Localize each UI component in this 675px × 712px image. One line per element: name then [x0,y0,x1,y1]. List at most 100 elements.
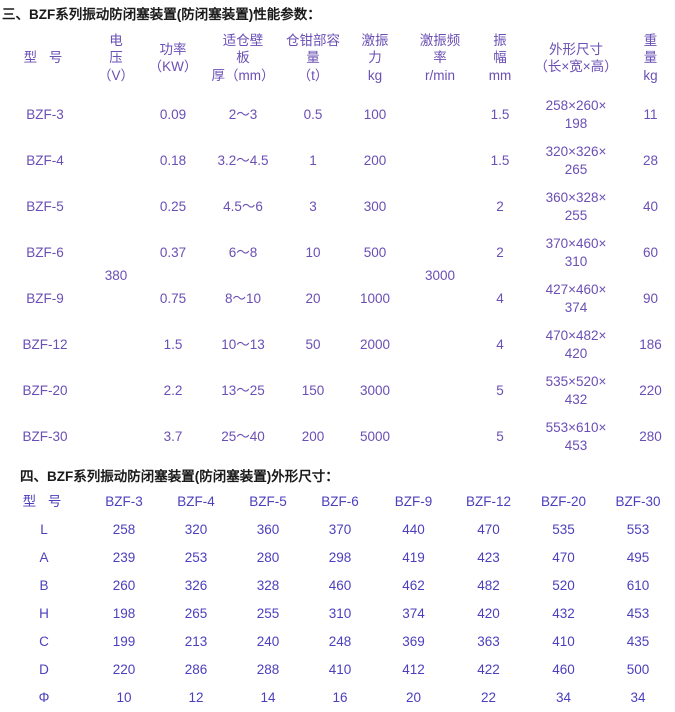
row-label-A: A [39,550,49,565]
table-row: BZF-20 2.2 13～25 150 3000 5 535×520× 432… [0,368,675,414]
col-header-frequency-line3: r/min [425,67,455,83]
cell-dimensions: 370×460× 310 [526,230,626,276]
col-header-force-line1: 激振 [361,33,389,49]
cell-amplitude: 2 [496,199,504,215]
cell-dimensions-line2: 453 [564,438,588,453]
col-header-force-line2: 力 [368,50,382,66]
table-row: D 220 286 288 410 412 422 460 500 [0,656,675,684]
row-label-L: L [40,522,48,537]
cell-dimensions: 535×520× 432 [526,368,626,414]
table-row: H 198 265 255 310 374 420 432 453 [0,600,675,628]
col-header-power: 功率 （KW） [142,24,204,92]
col-header-weight: 重 量 kg [626,24,675,92]
cell-value: 520 [552,578,575,593]
cell-wall: 6～8 [228,245,258,261]
col-header-voltage-line3: （V） [97,67,134,83]
cell-amplitude: 1.5 [490,153,510,169]
cell-value: 370 [328,522,352,537]
cell-value: 288 [256,662,280,677]
cell-dimensions: 427×460× 374 [526,276,626,322]
cell-power: 1.5 [163,337,183,353]
cell-value: 495 [626,550,650,565]
table-row: BZF-4 0.18 3.2～4.5 1 200 1.5 320×326× 26… [0,138,675,184]
cell-voltage-shared: 380 [104,268,128,284]
col-header-exciting-frequency: 激振频 率 r/min [406,24,474,92]
cell-capacity: 20 [305,291,321,307]
cell-dimensions-line2: 198 [564,116,588,131]
col-header-bzf-4: BZF-4 [177,494,215,509]
cell-value: 255 [256,606,280,621]
cell-power: 0.25 [159,199,187,215]
table-row: A 239 253 280 298 419 423 470 495 [0,544,675,572]
cell-model: BZF-4 [26,153,64,169]
cell-value: 453 [626,606,650,621]
col-header-bzf-6: BZF-6 [321,494,359,509]
cell-power: 3.7 [163,429,183,445]
cell-power: 0.18 [159,153,187,169]
row-label-D: D [39,662,49,677]
cell-wall: 2～3 [228,107,258,123]
cell-value: 239 [112,550,136,565]
cell-dimensions-line1: 370×460× [545,236,607,252]
col-header-force-line3: kg [367,67,383,83]
cell-weight: 60 [642,245,659,261]
cell-value: 298 [328,550,352,565]
cell-dimensions-line2: 265 [564,162,588,177]
col-header-model: 型 号 [0,24,90,92]
cell-wall: 8～10 [224,291,262,307]
cell-value: 16 [332,690,348,705]
cell-value: 422 [477,662,500,677]
cell-amplitude: 5 [496,383,504,399]
cell-value: 435 [626,634,650,649]
cell-value: 326 [184,578,208,593]
cell-weight: 28 [642,153,659,169]
cell-value: 286 [184,662,208,677]
col-header-exciting-force: 激振 力 kg [344,24,406,92]
cell-dimensions: 470×482× 420 [526,322,626,368]
cell-value: 310 [328,606,352,621]
cell-value: 460 [328,578,352,593]
cell-force: 300 [363,199,387,215]
col-header-dimensions-line1: 外形尺寸 [549,41,603,57]
cell-model: BZF-30 [22,429,68,445]
table-row: Φ 10 12 14 16 20 22 34 34 [0,684,675,712]
cell-wall: 13～25 [221,383,265,399]
col-header-power-line1: 功率 [159,41,187,57]
cell-dimensions: 320×326× 265 [526,138,626,184]
cell-value: 535 [552,522,575,537]
cell-amplitude: 1.5 [490,107,510,123]
cell-dimensions-line2: 255 [564,208,588,223]
cell-value: 34 [630,690,646,705]
cell-value: 410 [552,634,575,649]
col-header-bzf-3: BZF-3 [105,494,143,509]
cell-value: 460 [552,662,575,677]
col-header-voltage: 电 压 （V） [90,24,142,92]
col-header-bzf-5: BZF-5 [249,494,287,509]
cell-dimensions-line1: 535×520× [545,374,607,390]
cell-force: 3000 [359,383,391,399]
cell-value: 462 [402,578,425,593]
table-row: BZF-30 3.7 25～40 200 5000 5 553×610× 453… [0,414,675,460]
col-header-bzf-20: BZF-20 [540,494,586,509]
cell-value: 260 [112,578,136,593]
col-header-capacity-line3: （t） [297,67,329,83]
table-row: BZF-3 380 0.09 2～3 0.5 100 3000 1.5 258×… [0,92,675,283]
cell-value: 220 [112,662,136,677]
cell-wall: 25～40 [221,429,265,445]
cell-weight: 280 [639,429,662,445]
cell-dimensions: 258×260× 198 [526,92,626,138]
cell-dimensions-line1: 427×460× [545,282,607,298]
cell-weight: 186 [639,337,662,353]
cell-value: 420 [477,606,500,621]
col-header-amplitude-line3: mm [488,67,512,83]
col-header-weight-line1: 重 [643,33,658,49]
cell-weight: 40 [642,199,659,215]
cell-model: BZF-12 [22,337,68,353]
cell-amplitude: 4 [496,337,504,353]
col-header-wall-line2: 板 [236,50,250,66]
col-header-dimensions-line2: （长×宽×高） [534,59,618,74]
cell-wall: 10～13 [221,337,265,353]
cell-dimensions-line1: 320×326× [545,144,607,160]
cell-wall: 3.2～4.5 [217,153,269,169]
col-header-frequency-line1: 激振频 [419,33,461,49]
